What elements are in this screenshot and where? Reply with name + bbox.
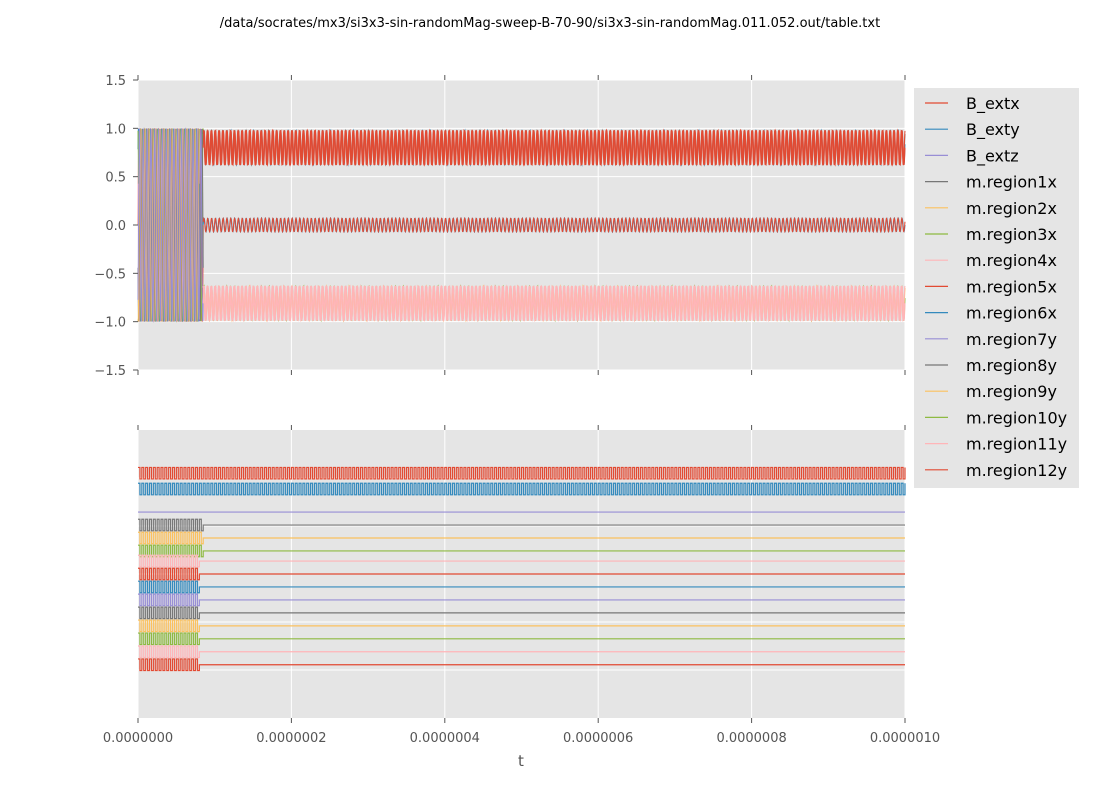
trace-b-exty <box>138 483 905 495</box>
legend-label: m.region7y <box>966 330 1057 349</box>
legend-label: m.region3x <box>966 225 1057 244</box>
y-tick-label: −1.5 <box>94 364 126 379</box>
legend: B_extx B_exty B_extz m.region1x m.region2x m.… <box>914 88 1079 488</box>
x-axis-label: t <box>518 752 524 770</box>
y-tick-label: 1.5 <box>105 74 126 89</box>
y-tick-label: 1.0 <box>105 122 126 137</box>
y-tick-label: 0.0 <box>105 219 126 234</box>
x-tick-label: 0.0000000 <box>103 731 173 746</box>
legend-label: m.region11y <box>966 435 1067 454</box>
x-tick-label: 0.0000008 <box>716 731 786 746</box>
figure: /data/socrates/mx3/si3x3-sin-randomMag-s… <box>0 0 1100 800</box>
x-tick-label: 0.0000002 <box>256 731 326 746</box>
top-series-lines <box>138 128 905 321</box>
legend-label: B_extz <box>966 146 1019 166</box>
chart-title: /data/socrates/mx3/si3x3-sin-randomMag-s… <box>220 16 880 31</box>
legend-label: m.region12y <box>966 461 1067 480</box>
x-tick-label: 0.0000004 <box>410 731 480 746</box>
legend-label: m.region6x <box>966 304 1057 323</box>
legend-label: m.region5x <box>966 277 1057 296</box>
y-tick-label: −1.0 <box>94 316 126 331</box>
top-y-tick-labels: 1.5 1.0 0.5 0.0 −0.5 −1.0 −1.5 <box>94 74 126 379</box>
legend-label: m.region8y <box>966 356 1057 375</box>
x-tick-label: 0.0000006 <box>563 731 633 746</box>
x-tick-label: 0.0000010 <box>870 731 940 746</box>
legend-label: m.region9y <box>966 382 1057 401</box>
bottom-axes: 0.0000000 0.0000002 0.0000004 0.0000006 0.00… <box>103 425 940 770</box>
legend-label: m.region1x <box>966 173 1057 192</box>
bottom-x-tick-labels: 0.0000000 0.0000002 0.0000004 0.0000006 0.00… <box>103 731 940 746</box>
top-axes: 1.5 1.0 0.5 0.0 −0.5 −1.0 −1.5 <box>94 74 905 379</box>
legend-label: B_extx <box>966 94 1020 114</box>
trace-b-extx <box>138 467 905 479</box>
y-tick-label: 0.5 <box>105 171 126 186</box>
y-tick-label: −0.5 <box>94 267 126 282</box>
legend-label: m.region10y <box>966 408 1067 427</box>
legend-label: B_exty <box>966 120 1020 140</box>
legend-label: m.region2x <box>966 199 1057 218</box>
legend-label: m.region4x <box>966 251 1057 270</box>
